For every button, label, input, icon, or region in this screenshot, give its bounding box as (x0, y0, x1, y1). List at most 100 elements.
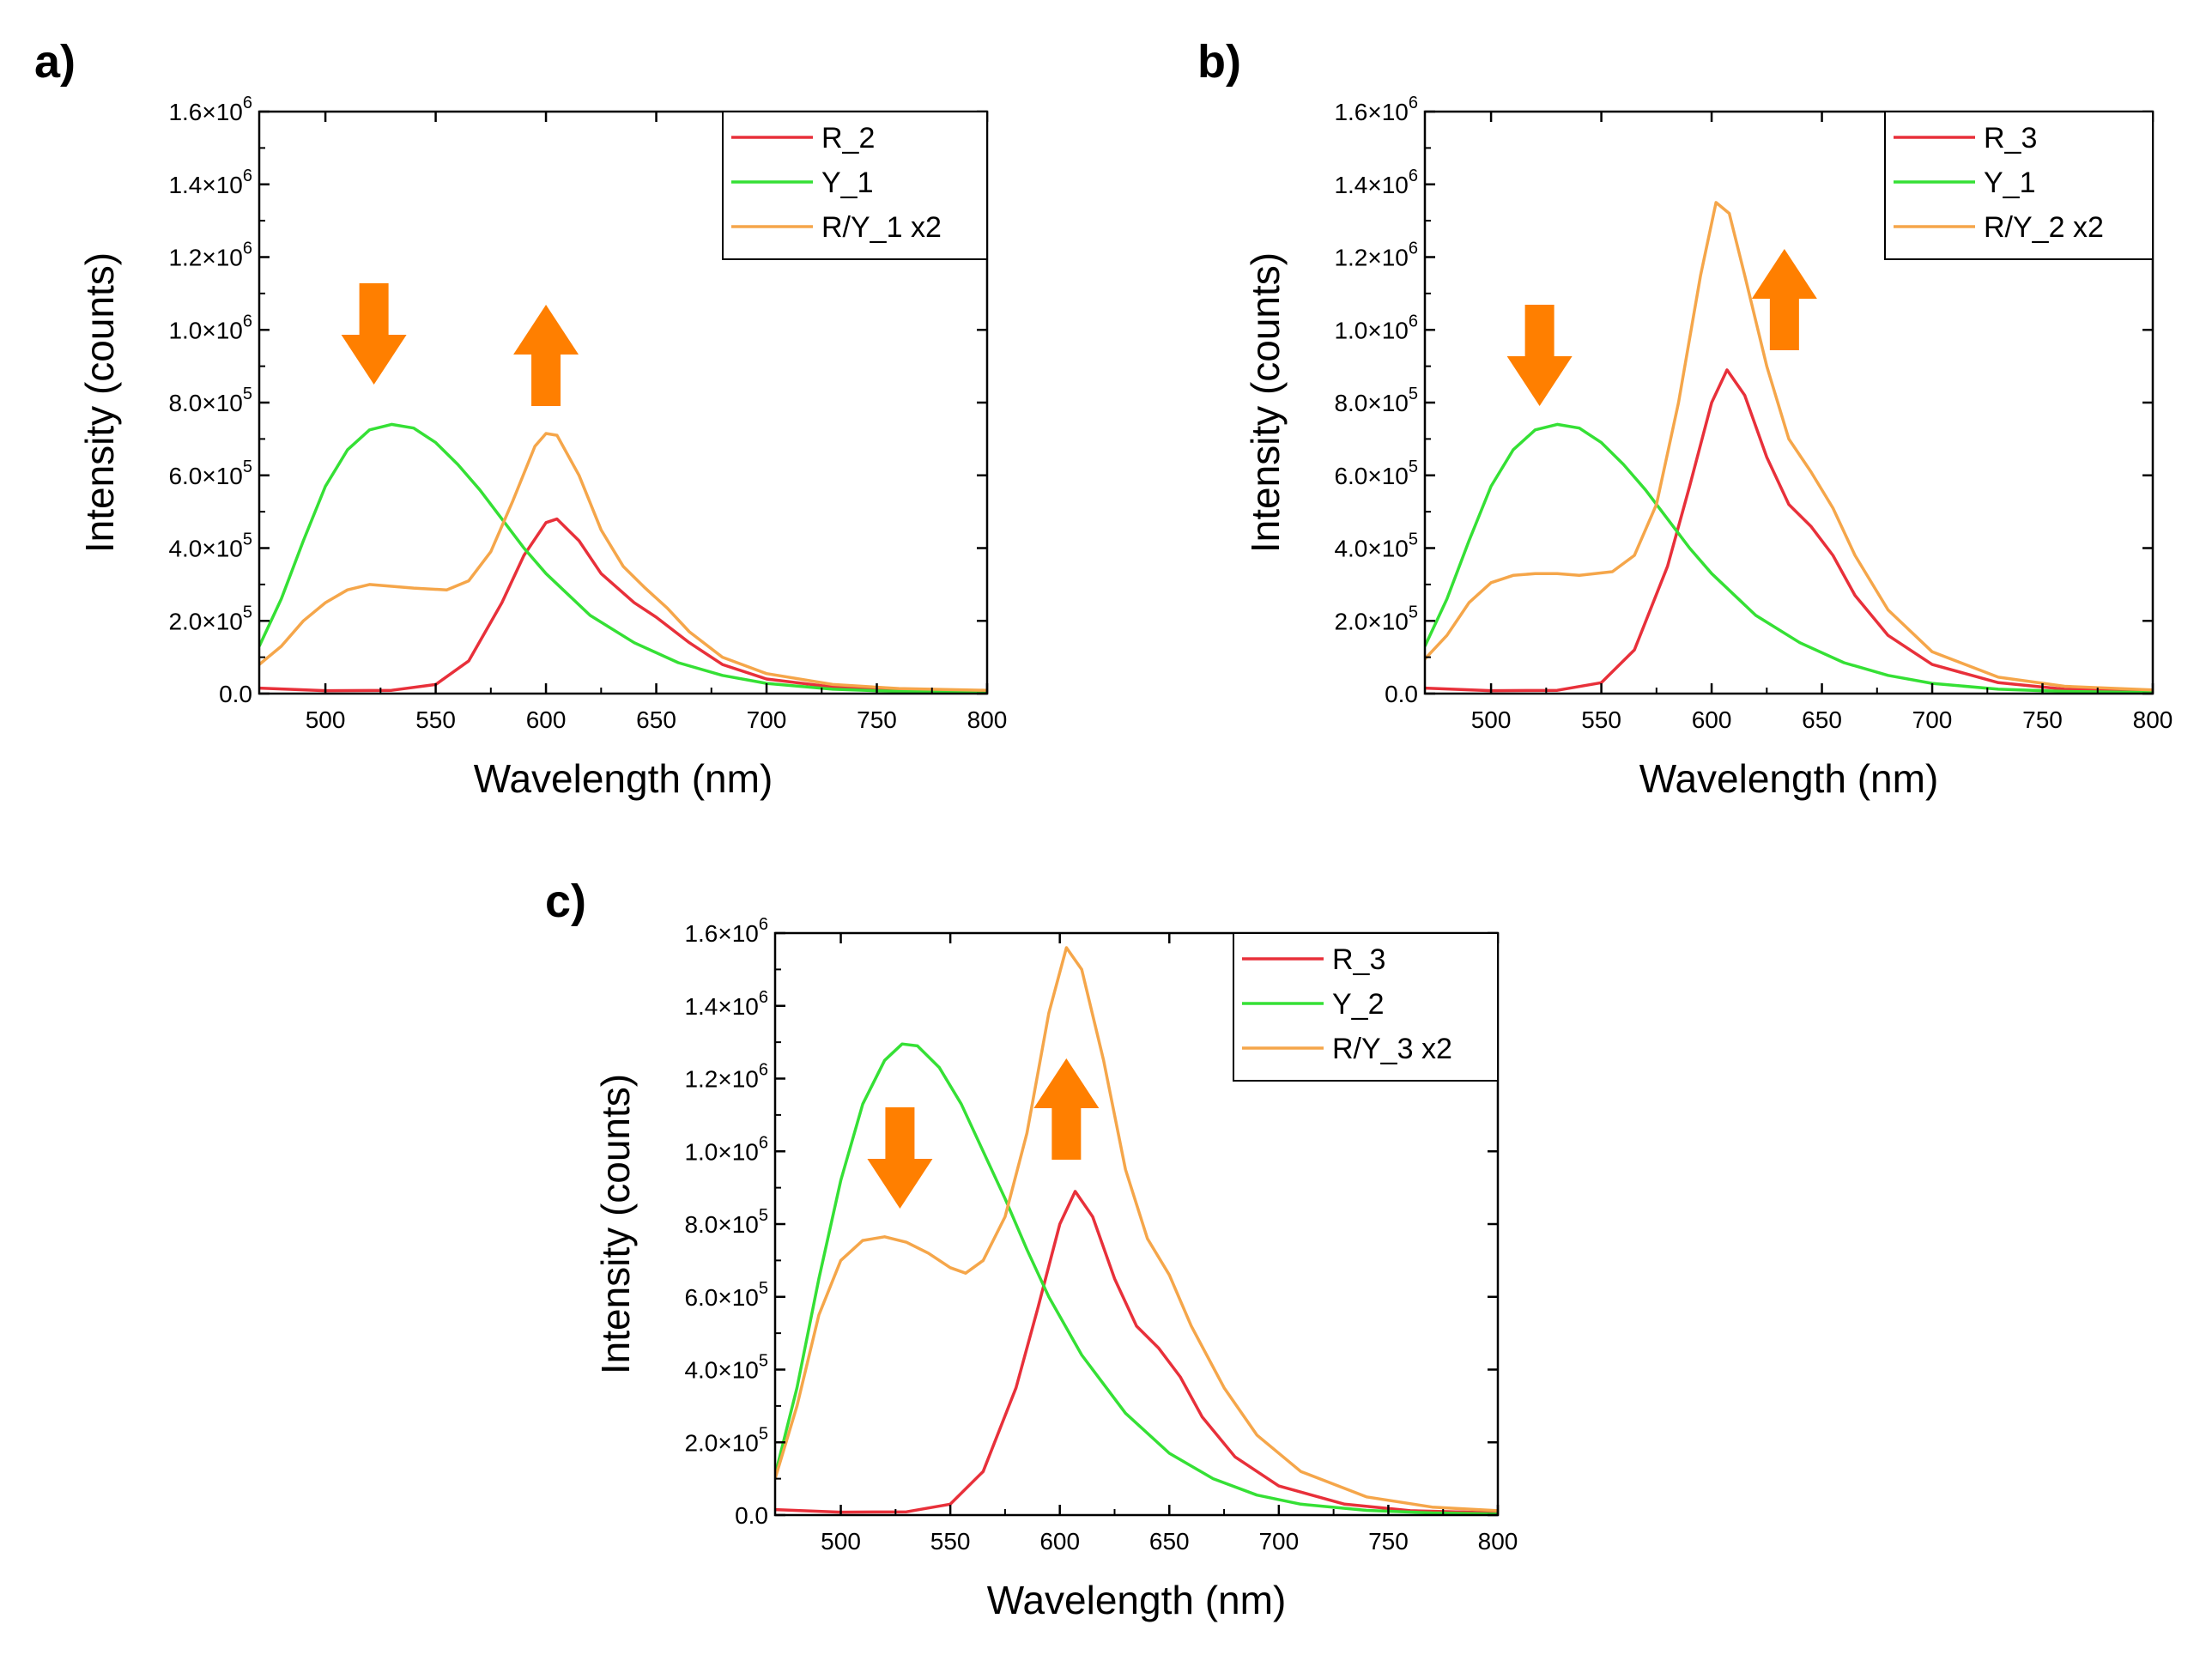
y-tick-label: 1.6×106 (684, 915, 768, 947)
x-tick-label: 650 (1149, 1528, 1190, 1555)
y-tick-mantissa: 2.0×10 (168, 608, 242, 634)
y-tick-exponent: 6 (243, 94, 252, 112)
y-tick-label: 6.0×105 (1334, 458, 1418, 489)
legend-label: R_3 (1332, 943, 1385, 976)
legend: R_3 Y_2 R/Y_3 x2 (1233, 932, 1499, 1082)
y-tick-exponent: 6 (759, 988, 768, 1007)
y-tick-mantissa: 4.0×10 (168, 536, 242, 562)
legend-label: Y_1 (821, 167, 874, 199)
y-tick-exponent: 6 (759, 1133, 768, 1152)
y-tick-exponent: 5 (759, 1352, 768, 1371)
x-tick-label: 750 (857, 706, 897, 733)
y-tick-mantissa: 4.0×10 (1334, 536, 1408, 562)
panel-label: a) (34, 36, 76, 88)
chart-panel-1: a)500 550 600 650 700 750 8000.02.0×1054.0×105… (34, 36, 1007, 801)
chart-panel-2: b)500 550 600 650 700 750 8000.02.0×1054.0×105… (1197, 36, 2173, 801)
x-tick-label: 750 (1368, 1528, 1409, 1555)
y-tick-exponent: 5 (243, 603, 252, 621)
y-tick-label: 1.4×106 (1334, 167, 1418, 198)
y-tick-exponent: 6 (243, 167, 252, 185)
x-tick-label: 800 (2133, 706, 2173, 733)
x-tick-label: 750 (2022, 706, 2063, 733)
y-tick-label: 1.4×106 (684, 988, 768, 1020)
y-tick-mantissa: 1.4×10 (168, 172, 242, 198)
y-tick-label: 0.0 (1385, 681, 1418, 707)
figure-panels: a)500 550 600 650 700 750 8000.02.0×1054.0×105… (34, 36, 2173, 1622)
y-tick-mantissa: 6.0×10 (1334, 463, 1408, 489)
y-tick-label: 8.0×105 (168, 385, 252, 416)
x-tick-label: 650 (1802, 706, 1842, 733)
y-tick-exponent: 5 (1409, 385, 1418, 403)
y-tick-mantissa: 1.6×10 (684, 920, 758, 947)
legend-label: R_3 (1984, 122, 2037, 155)
y-tick-mantissa: 8.0×10 (1334, 390, 1408, 416)
y-tick-label: 1.6×106 (168, 94, 252, 125)
y-tick-exponent: 6 (759, 915, 768, 934)
legend-label: R/Y_3 x2 (1332, 1033, 1452, 1065)
y-tick-exponent: 5 (1409, 603, 1418, 621)
x-axis-title: Wavelength (nm) (987, 1578, 1287, 1622)
legend-label: R/Y_1 x2 (821, 211, 942, 244)
y-tick-mantissa: 1.0×10 (168, 317, 242, 343)
down-arrow-icon (867, 1107, 933, 1209)
legend-label: Y_1 (1984, 167, 2036, 199)
series-line-3 (775, 946, 1498, 1512)
legend-label: R/Y_2 x2 (1984, 211, 2104, 244)
y-tick-mantissa: 1.2×10 (168, 245, 242, 271)
y-tick-mantissa: 2.0×10 (684, 1429, 758, 1456)
x-axis-title: Wavelength (nm) (474, 756, 773, 801)
down-arrow-icon (341, 283, 407, 385)
x-tick-label: 500 (306, 706, 346, 733)
y-tick-mantissa: 4.0×10 (684, 1357, 758, 1384)
x-tick-label: 800 (967, 706, 1008, 733)
legend-label: R_2 (821, 122, 875, 155)
y-tick-label: 1.2×106 (1334, 239, 1418, 271)
y-tick-exponent: 6 (1409, 239, 1418, 258)
y-tick-label: 4.0×105 (684, 1352, 768, 1384)
y-tick-label: 2.0×105 (684, 1424, 768, 1456)
x-tick-label: 650 (636, 706, 676, 733)
y-tick-label: 1.2×106 (168, 239, 252, 271)
x-tick-label: 700 (747, 706, 787, 733)
y-tick-label: 8.0×105 (684, 1206, 768, 1238)
y-tick-exponent: 5 (1409, 458, 1418, 476)
y-tick-label: 0.0 (735, 1502, 768, 1529)
y-tick-mantissa: 1.4×10 (684, 993, 758, 1020)
y-tick-label: 2.0×105 (1334, 603, 1418, 634)
panel-label: c) (545, 876, 586, 927)
down-arrow-icon (1506, 305, 1573, 406)
y-tick-label: 1.0×106 (168, 312, 252, 343)
y-tick-mantissa: 8.0×10 (684, 1211, 758, 1238)
y-tick-mantissa: 1.4×10 (1334, 172, 1408, 198)
y-tick-mantissa: 1.0×10 (1334, 317, 1408, 343)
x-tick-label: 500 (1471, 706, 1512, 733)
y-axis-title: Intensity (counts) (77, 252, 122, 553)
y-tick-exponent: 5 (243, 458, 252, 476)
y-tick-mantissa: 1.0×10 (684, 1138, 758, 1165)
y-tick-label: 2.0×105 (168, 603, 252, 634)
y-tick-exponent: 5 (759, 1424, 768, 1443)
x-tick-label: 700 (1912, 706, 1953, 733)
series-line-1 (775, 1190, 1498, 1515)
y-tick-label: 4.0×105 (1334, 530, 1418, 562)
up-arrow-icon (1751, 249, 1817, 350)
chart-panel-3: c)500 550 600 650 700 750 8000.02.0×1054.0×105… (545, 876, 1518, 1622)
x-tick-label: 600 (1039, 1528, 1080, 1555)
y-tick-mantissa: 6.0×10 (168, 463, 242, 489)
y-tick-label: 1.0×106 (684, 1133, 768, 1165)
x-axis-title: Wavelength (nm) (1639, 756, 1939, 801)
y-tick-mantissa: 0.0 (1385, 681, 1418, 707)
series-line-1 (1425, 368, 2153, 694)
y-tick-mantissa: 6.0×10 (684, 1284, 758, 1311)
legend: R_3 Y_1 R/Y_2 x2 (1884, 111, 2154, 260)
y-tick-exponent: 6 (1409, 94, 1418, 112)
y-tick-label: 6.0×105 (684, 1279, 768, 1311)
x-tick-label: 550 (930, 1528, 971, 1555)
y-axis-title: Intensity (counts) (593, 1074, 638, 1374)
y-tick-label: 1.0×106 (1334, 312, 1418, 343)
y-tick-exponent: 5 (243, 530, 252, 549)
legend: R_2 Y_1 R/Y_1 x2 (722, 111, 988, 260)
y-tick-mantissa: 8.0×10 (168, 390, 242, 416)
y-tick-exponent: 5 (759, 1279, 768, 1298)
